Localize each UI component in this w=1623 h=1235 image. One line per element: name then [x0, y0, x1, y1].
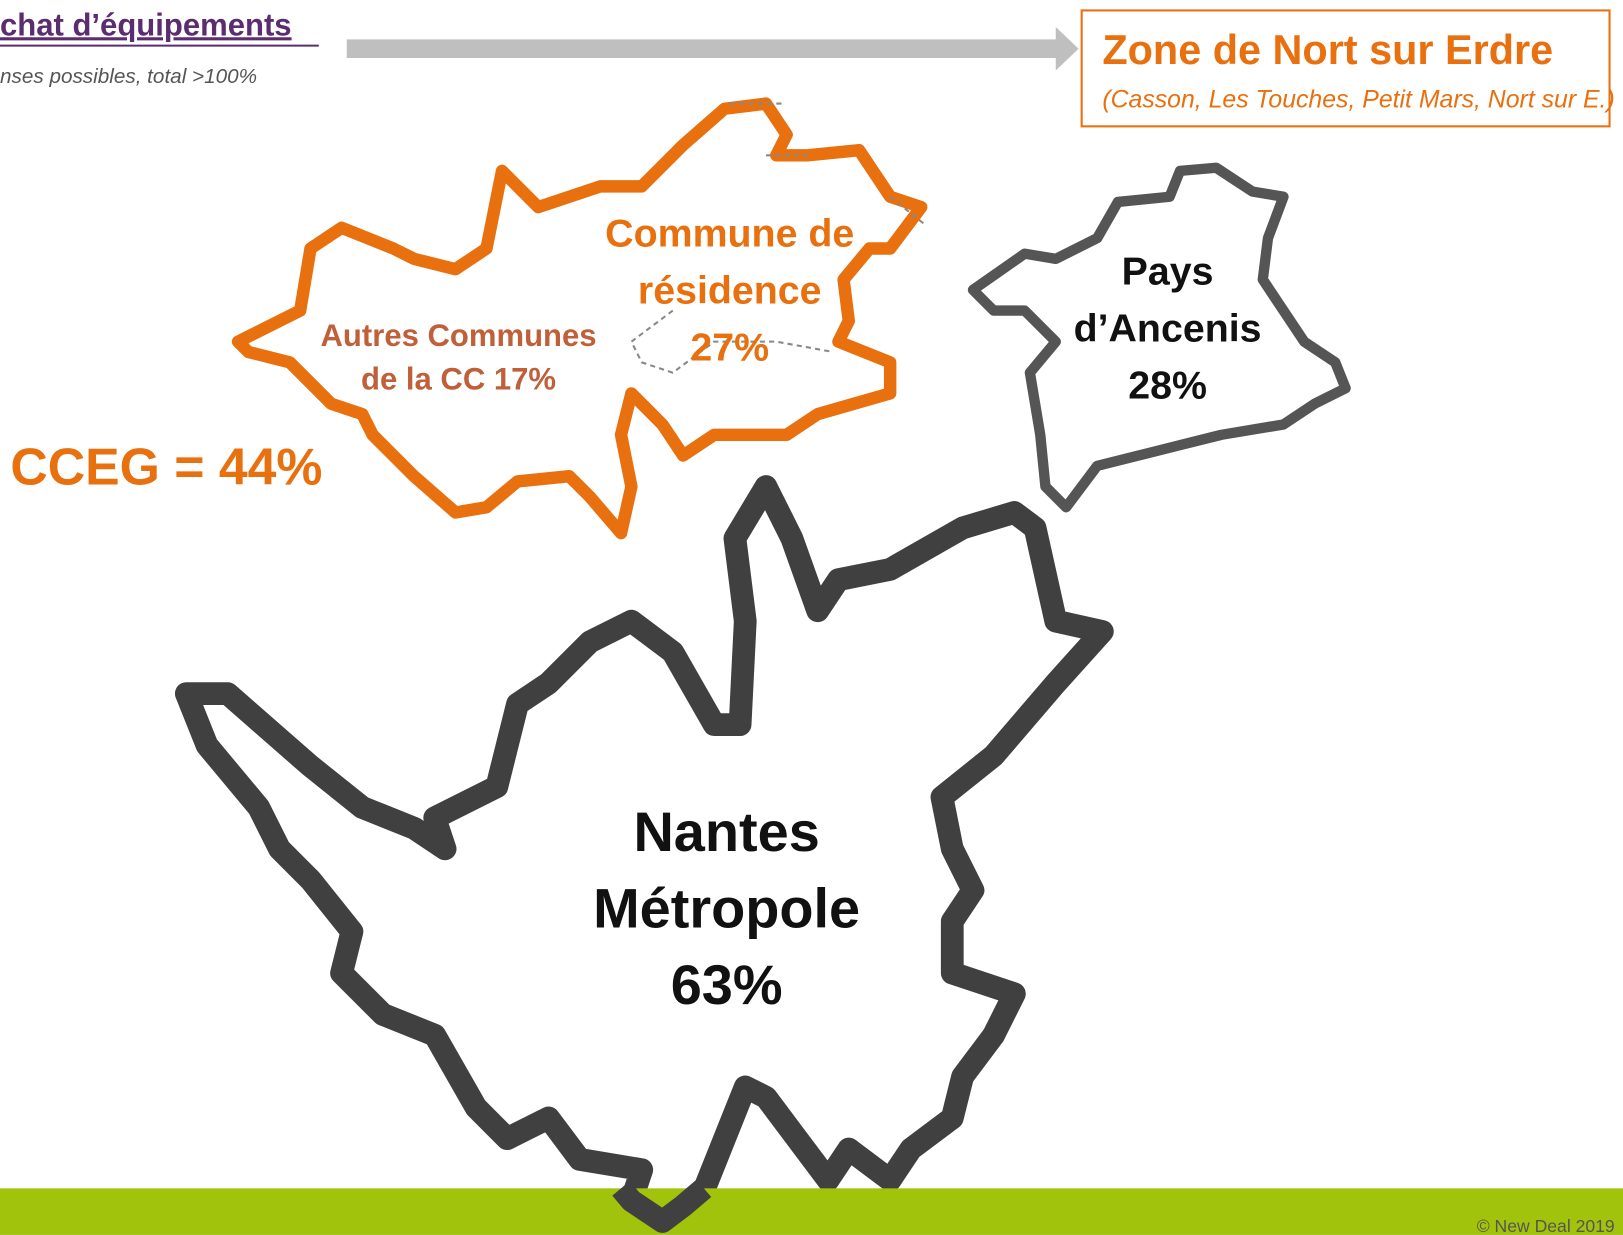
- label-line: résidence: [638, 268, 822, 312]
- label-line: 63%: [671, 953, 783, 1016]
- region-labels: Commune de résidence 27% Autres Communes de …: [321, 211, 1262, 1016]
- zone-subtitle: (Casson, Les Touches, Petit Mars, Nort s…: [1102, 87, 1614, 114]
- footer-bar: [0, 1188, 1623, 1235]
- label-line: 28%: [1128, 364, 1207, 408]
- arrow: [346, 26, 1079, 71]
- region-label: Commune de résidence 27%: [605, 211, 854, 369]
- header-title: chat d’équipements: [0, 7, 292, 42]
- label-line: Nantes: [633, 800, 819, 863]
- label-line: Commune de: [605, 211, 854, 255]
- label-line: de la CC 17%: [361, 361, 556, 396]
- label-line: 27%: [690, 325, 769, 369]
- zone-title: Zone de Nort sur Erdre: [1102, 27, 1553, 73]
- region-label: Nantes Métropole 63%: [593, 800, 860, 1016]
- label-line: Métropole: [593, 877, 860, 940]
- nantes-overlap: [612, 1179, 712, 1233]
- region-label: Pays d’Ancenis 28%: [1074, 250, 1262, 408]
- label-line: d’Ancenis: [1074, 307, 1262, 351]
- label-line: Pays: [1122, 250, 1214, 294]
- cc-outline: [231, 97, 928, 540]
- footer-copyright: © New Deal 2019: [1477, 1216, 1615, 1235]
- cceg-total: CCEG = 44%: [10, 437, 322, 495]
- label-line: Autres Communes: [321, 318, 597, 353]
- zone-box: [1080, 9, 1611, 128]
- nantes-outline: [174, 475, 1114, 1233]
- ancenis-outline: [967, 162, 1351, 513]
- commune-outline: [630, 102, 928, 374]
- region-label: Autres Communes de la CC 17%: [321, 318, 597, 396]
- header-subtitle: nses possibles, total >100%: [0, 65, 257, 88]
